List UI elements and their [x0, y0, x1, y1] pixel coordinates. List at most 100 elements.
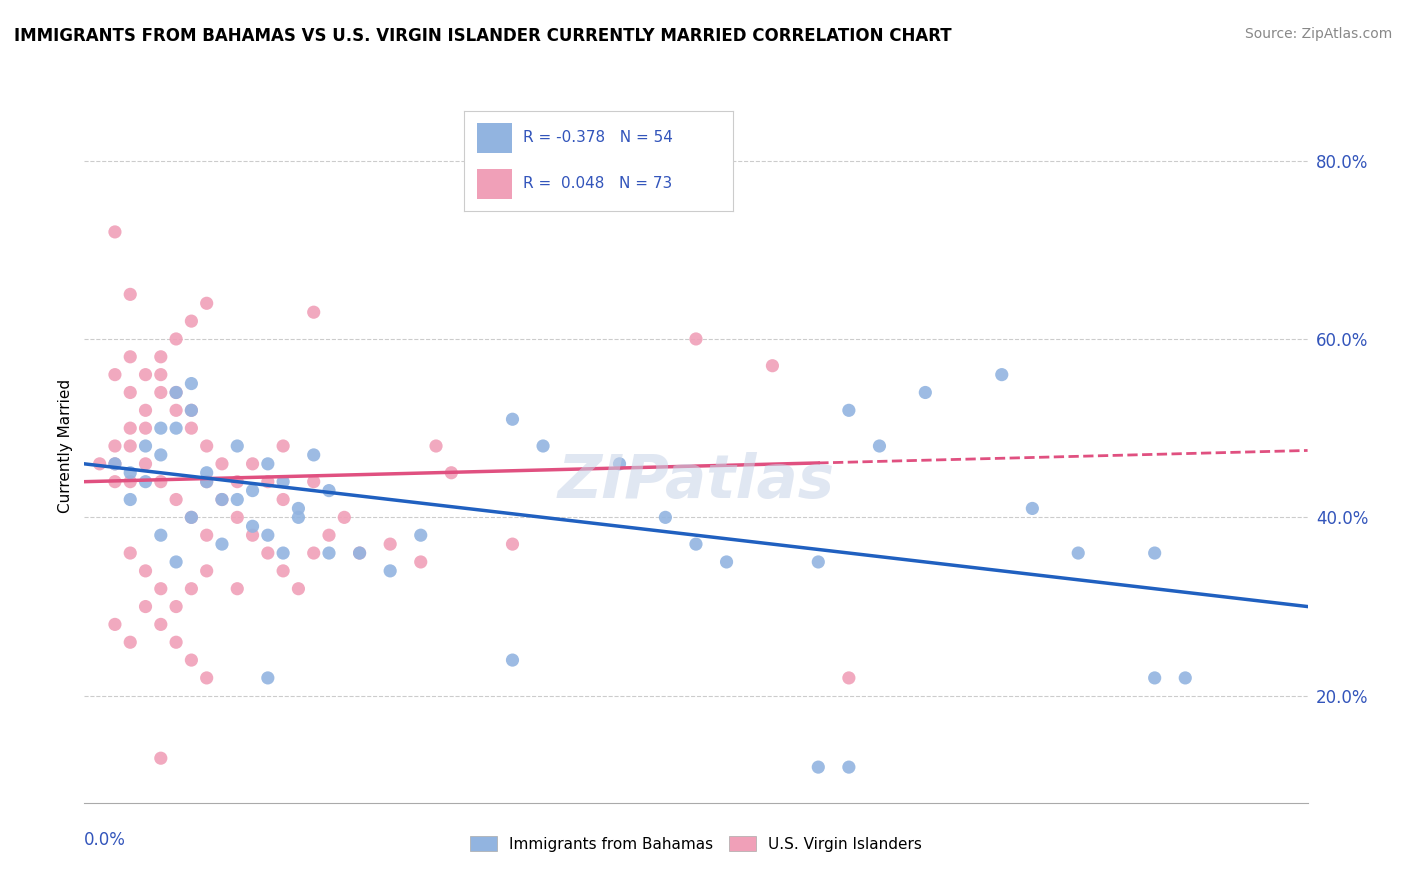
- Point: [165, 385, 187, 400]
- Point: [257, 671, 280, 685]
- Point: [257, 457, 280, 471]
- Point: [89, 457, 111, 471]
- Point: [318, 483, 340, 498]
- Point: [135, 439, 157, 453]
- Point: [226, 582, 249, 596]
- Point: [257, 546, 280, 560]
- Point: [135, 421, 157, 435]
- Point: [165, 492, 187, 507]
- Point: [761, 359, 783, 373]
- Point: [991, 368, 1014, 382]
- Point: [165, 599, 187, 614]
- Point: [271, 546, 294, 560]
- Point: [211, 492, 233, 507]
- Point: [135, 599, 157, 614]
- Point: [609, 457, 631, 471]
- Point: [838, 403, 860, 417]
- Point: [226, 439, 249, 453]
- Point: [271, 439, 294, 453]
- Point: [1021, 501, 1043, 516]
- Point: [165, 332, 187, 346]
- Point: [271, 564, 294, 578]
- Point: [165, 421, 187, 435]
- Point: [165, 403, 187, 417]
- Point: [685, 537, 707, 551]
- Text: ZIPatlas: ZIPatlas: [557, 452, 835, 511]
- Point: [120, 492, 142, 507]
- Point: [318, 528, 340, 542]
- Point: [914, 385, 936, 400]
- Point: [838, 671, 860, 685]
- Point: [409, 528, 432, 542]
- Point: [440, 466, 463, 480]
- Point: [195, 296, 218, 310]
- Point: [135, 368, 157, 382]
- Point: [287, 582, 309, 596]
- Point: [120, 287, 142, 301]
- Text: Source: ZipAtlas.com: Source: ZipAtlas.com: [1244, 27, 1392, 41]
- Point: [302, 305, 325, 319]
- Point: [180, 376, 202, 391]
- Point: [271, 475, 294, 489]
- Point: [242, 519, 264, 533]
- Point: [149, 528, 172, 542]
- Point: [502, 537, 524, 551]
- Point: [257, 475, 280, 489]
- Point: [195, 475, 218, 489]
- Point: [149, 385, 172, 400]
- Point: [287, 510, 309, 524]
- Point: [104, 368, 127, 382]
- Point: [716, 555, 738, 569]
- Point: [409, 555, 432, 569]
- Point: [226, 510, 249, 524]
- Point: [502, 653, 524, 667]
- Point: [180, 314, 202, 328]
- Point: [242, 483, 264, 498]
- Point: [149, 617, 172, 632]
- Point: [135, 564, 157, 578]
- Point: [349, 546, 371, 560]
- Point: [180, 510, 202, 524]
- Point: [120, 439, 142, 453]
- Point: [302, 448, 325, 462]
- Point: [287, 501, 309, 516]
- Point: [165, 635, 187, 649]
- Point: [104, 457, 127, 471]
- Point: [195, 564, 218, 578]
- Point: [380, 564, 402, 578]
- Point: [180, 582, 202, 596]
- Point: [120, 546, 142, 560]
- Point: [165, 385, 187, 400]
- Point: [180, 421, 202, 435]
- Legend: Immigrants from Bahamas, U.S. Virgin Islanders: Immigrants from Bahamas, U.S. Virgin Isl…: [463, 828, 929, 859]
- Point: [120, 635, 142, 649]
- Point: [195, 475, 218, 489]
- Point: [104, 617, 127, 632]
- Text: 0.0%: 0.0%: [84, 831, 127, 849]
- Point: [180, 403, 202, 417]
- Point: [120, 421, 142, 435]
- Point: [180, 403, 202, 417]
- Point: [104, 457, 127, 471]
- Point: [149, 421, 172, 435]
- Point: [120, 475, 142, 489]
- Point: [149, 751, 172, 765]
- Point: [226, 475, 249, 489]
- Point: [165, 555, 187, 569]
- Text: IMMIGRANTS FROM BAHAMAS VS U.S. VIRGIN ISLANDER CURRENTLY MARRIED CORRELATION CH: IMMIGRANTS FROM BAHAMAS VS U.S. VIRGIN I…: [14, 27, 952, 45]
- Point: [1174, 671, 1197, 685]
- Point: [211, 492, 233, 507]
- Point: [180, 653, 202, 667]
- Point: [195, 466, 218, 480]
- Point: [1143, 671, 1166, 685]
- Point: [120, 350, 142, 364]
- Point: [333, 510, 356, 524]
- Point: [120, 385, 142, 400]
- Point: [242, 457, 264, 471]
- Y-axis label: Currently Married: Currently Married: [58, 379, 73, 513]
- Point: [195, 528, 218, 542]
- Point: [685, 332, 707, 346]
- Point: [302, 546, 325, 560]
- Point: [302, 475, 325, 489]
- Point: [807, 555, 830, 569]
